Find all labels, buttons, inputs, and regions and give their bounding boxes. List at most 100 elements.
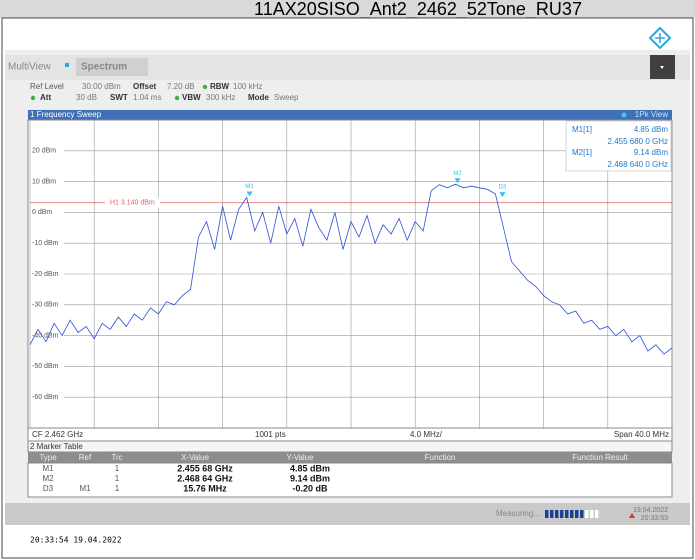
y-tick-label: -10 dBm [32,240,59,247]
tab[interactable]: Spectrum [81,62,127,73]
table-body [27,462,673,498]
title-bar [0,0,695,18]
setting-dot [174,95,180,101]
tab-indicator [65,63,69,67]
table-cell: 9.14 dBm [290,473,330,483]
progress-segment [595,510,599,518]
column-header: Y-Value [286,453,314,462]
window-title: 11AX20SISO_Ant2_2462_52Tone_RU37 [254,0,582,20]
progress-segment [565,510,569,518]
frame [1,17,694,559]
setting-dot [202,84,208,90]
sweep-points: 1001 pts [255,430,286,439]
setting-label: SWT [110,93,128,102]
column-header: X-Value [181,453,209,462]
table-cell: -0.20 dB [292,483,328,493]
plot-footer [27,427,673,442]
setting-value: 1.04 ms [133,93,161,102]
marker [246,191,253,197]
panel-title: 1 Frequency Sweep [30,110,102,119]
readout-name: M1[1] [572,125,592,134]
status-text: Measuring... [496,509,540,518]
y-tick-label: 20 dBm [32,148,56,155]
trace-view: 1Pk View [635,110,668,119]
setting-label: RBW [210,82,230,91]
progress-segment [555,510,559,518]
setting-label: Att [40,93,51,102]
setting-dot [30,95,36,101]
setting-label: Ref Level [30,82,64,91]
setting-value: 300 kHz [206,93,235,102]
marker [454,178,461,184]
center-frequency: CF 2.462 GHz [32,430,83,439]
table-title-bar [27,440,673,453]
y-tick-label: 10 dBm [32,178,56,185]
plot: 20 dBm 10 dBm 0 dBm -10 dBm -20 dBm -30 dBm -4… [29,120,673,428]
trace-indicator [621,112,627,118]
y-tick-label: -40 dBm [32,332,59,339]
table-cell: 15.76 MHz [183,483,227,493]
progress-segment [580,510,584,518]
marker-label: D3 [499,185,507,191]
panel-header [28,110,672,120]
table-cell: M1 [79,484,91,493]
readout-box [565,120,672,172]
progress-segment [575,510,579,518]
settings: Ref Level 30.00 dBm Offset 7.20 dB RBW 100 kH… [30,82,299,102]
status-time: 20:33:53 [641,515,668,522]
logo-mark [655,33,665,43]
progress-segment [550,510,554,518]
y-tick-label: -60 dBm [32,394,59,401]
progress-segment [585,510,589,518]
table-cell: 2.455 68 GHz [177,463,233,473]
span-per-div: 4.0 MHz/ [410,430,443,439]
table-cell: 2.468 64 GHz [177,473,233,483]
y-tick-label: -50 dBm [32,363,59,370]
status-bar [5,503,690,525]
y-tick-label: -30 dBm [32,302,59,309]
marker-table: Type Ref Trc X-Value Y-Value Function Function… [39,453,628,493]
setting-value: 30 dB [76,93,97,102]
table-cell: 1 [115,464,120,473]
span: Span 40.0 MHz [614,430,669,439]
menu-arrow [660,66,664,69]
column-header: Ref [79,453,92,462]
logo [648,26,672,50]
progress-bar [545,510,599,518]
progress-segment [545,510,549,518]
setting-value: 30.00 dBm [82,82,121,91]
setting-label: VBW [182,93,201,102]
readout-level: 4.85 dBm [634,125,669,134]
setting-value: 7.20 dB [167,82,195,91]
marker-label: M1 [245,184,254,190]
progress-segment [590,510,594,518]
readout-freq: 2.468 640 0 GHz [608,160,668,169]
marker-label: M2 [453,171,462,177]
trace [29,183,673,355]
tab[interactable]: MultiView [8,62,51,73]
h-line-label: H1 3.140 dBm [110,200,155,207]
y-tick-label: -20 dBm [32,271,59,278]
marker [499,192,506,198]
readout-name: M2[1] [572,148,592,157]
status-date: 19.04.2022 [633,507,668,514]
readout-freq: 2.455 680 0 GHz [608,137,668,146]
tab-bg [76,58,148,76]
progress-segment [570,510,574,518]
setting-value: Sweep [274,93,299,102]
table-header [28,452,672,463]
table-cell: 1 [115,484,120,493]
table-cell: M1 [42,464,54,473]
table-title: 2 Marker Table [30,442,83,451]
table-cell: M2 [42,474,54,483]
table-cell: 1 [115,474,120,483]
column-header: Type [39,453,57,462]
capture-timestamp: 20:33:54 19.04.2022 [30,536,122,545]
table-cell: 4.85 dBm [290,463,330,473]
setting-label: Mode [248,93,269,102]
column-header: Function [425,453,456,462]
y-tick-label: 0 dBm [32,209,52,216]
setting-value: 100 kHz [233,82,262,91]
status-icon [629,513,635,518]
